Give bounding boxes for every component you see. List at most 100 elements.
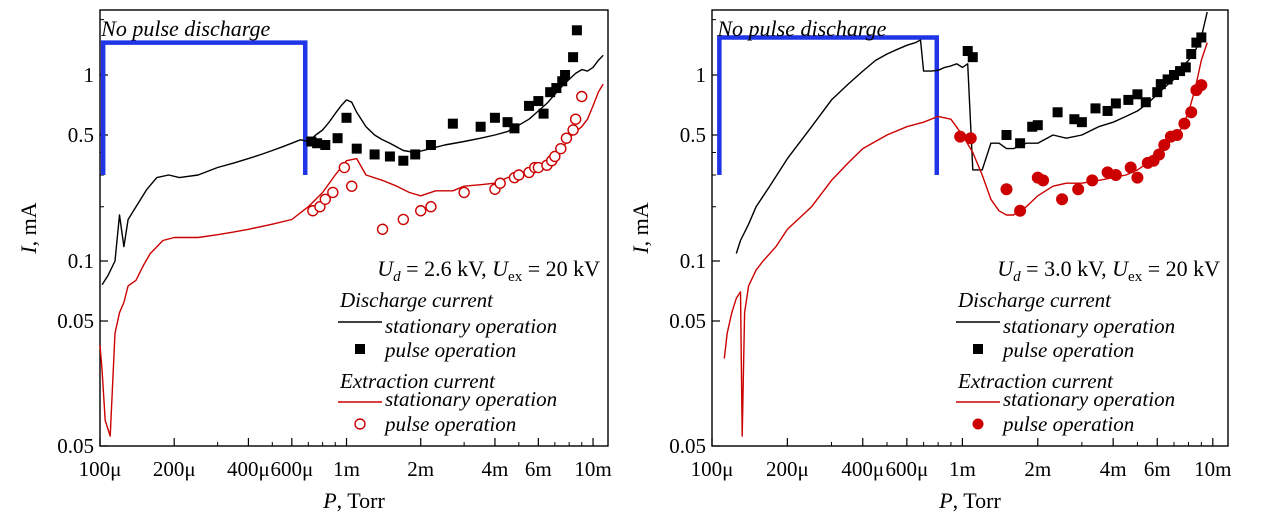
extraction-pulse-point: [1178, 117, 1191, 130]
discharge-pulse-point: [1032, 120, 1043, 131]
y-tick-label: 0.05: [669, 434, 706, 458]
x-axis-label: P, Torr: [322, 488, 385, 513]
no-pulse-bracket: [717, 35, 940, 175]
ud-symbol: U: [997, 256, 1015, 281]
discharge-pulse-point: [1152, 87, 1163, 98]
uex-subscript: ex: [508, 269, 523, 285]
discharge-pulse-point: [1102, 105, 1113, 116]
extraction-pulse-point: [1072, 183, 1085, 196]
y-axis-variable: I: [16, 245, 41, 255]
left-chart-panel: 0.05 0.05 0.1 0.5 1 100μ 200μ 400μ 600μ 1m 2m 4m 6m 1…: [16, 9, 612, 513]
uex-value: = 20 kV: [522, 256, 600, 281]
extraction-pulse-point: [1158, 139, 1171, 152]
extraction-pulse-point: [1153, 148, 1166, 161]
ud-symbol: U: [377, 256, 395, 281]
discharge-pulse-point: [369, 149, 380, 160]
discharge-pulse-point: [410, 149, 421, 160]
uex-symbol: U: [492, 256, 510, 281]
y-axis-unit: , mA: [628, 202, 653, 246]
discharge-pulse-point: [332, 133, 343, 144]
x-tick-label: 10m: [1194, 457, 1231, 481]
x-axis-variable: P: [322, 488, 336, 513]
x-tick-label: 2m: [407, 457, 434, 481]
extraction-pulse-point: [1000, 183, 1013, 196]
y-axis-unit: , mA: [16, 202, 41, 246]
legend-discharge-marker: [973, 344, 983, 354]
discharge-pulse-point: [1132, 89, 1143, 100]
extraction-pulse-point: [1124, 161, 1137, 174]
legend-extraction-stationary: stationary operation: [1003, 387, 1175, 411]
legend-discharge-marker: [355, 344, 365, 354]
discharge-pulse-point: [560, 70, 571, 80]
y-tick-label: 1: [84, 63, 95, 87]
x-axis-label: P, Torr: [938, 488, 1001, 513]
extraction-pulse-point: [425, 201, 437, 213]
x-tick-label: 200μ: [766, 457, 809, 481]
extraction-pulse-point: [555, 142, 567, 155]
no-pulse-label: No pulse discharge: [716, 16, 886, 41]
extraction-pulse-point: [560, 132, 573, 144]
discharge-pulse-point: [1196, 32, 1207, 43]
x-tick-label: 400μ: [227, 457, 270, 481]
discharge-pulse-point: [1191, 37, 1202, 48]
discharge-pulse-point: [1090, 103, 1101, 114]
discharge-pulse-point: [447, 118, 458, 129]
ud-value: = 2.6 kV,: [401, 256, 492, 281]
y-tick-label: 0.5: [68, 123, 94, 147]
plot-frame: [711, 9, 1229, 447]
y-tick-label: 1: [696, 63, 707, 87]
extraction-pulse-point: [327, 186, 339, 199]
discharge-pulse-point: [545, 87, 556, 98]
y-tick-label: 0.05: [57, 434, 94, 458]
legend-discharge-stationary: stationary operation: [1003, 314, 1175, 338]
y-tick-label: 0.05: [669, 309, 706, 333]
discharge-pulse-point: [306, 136, 317, 147]
no-pulse-bracket: [100, 40, 308, 175]
extraction-pulse-point: [338, 161, 351, 174]
extraction-pulse-point: [397, 213, 410, 226]
x-tick-label: 600μ: [270, 457, 313, 481]
y-axis-variable: I: [628, 245, 653, 255]
y-tick-label: 0.1: [68, 249, 94, 273]
legend-extraction-marker: [972, 418, 984, 430]
x-tick-label: 10m: [574, 457, 611, 481]
x-tick-label: 4m: [482, 457, 509, 481]
discharge-pulse-point: [502, 117, 513, 128]
discharge-pulse-point: [489, 112, 500, 123]
discharge-pulse-point: [1015, 138, 1026, 149]
discharge-pulse-point: [1162, 74, 1173, 85]
y-tick-label: 0.05: [57, 309, 94, 333]
plot-frame: [99, 9, 609, 447]
legend-group-extraction: Extraction current: [339, 369, 496, 393]
legend-discharge-pulse: pulse operation: [1001, 338, 1134, 362]
x-axis-unit: , Torr: [953, 488, 1002, 513]
x-tick-label: 6m: [525, 457, 552, 481]
legend-extraction-pulse: pulse operation: [1001, 412, 1134, 436]
extraction-pulse-point: [376, 223, 389, 235]
x-tick-label: 6m: [1144, 457, 1171, 481]
ud-subscript: d: [393, 269, 401, 285]
discharge-pulse-point: [425, 140, 436, 151]
discharge-pulse-point: [1110, 98, 1121, 109]
extraction-pulse-point: [1131, 171, 1144, 184]
y-axis-label: I, mA: [16, 202, 41, 254]
condition-label: Ud = 3.0 kV, Uex = 20 kV: [997, 256, 1220, 285]
ud-subscript: d: [1013, 269, 1021, 285]
extraction-pulse-point: [1171, 129, 1184, 141]
discharge-pulse-point: [1175, 66, 1186, 77]
x-tick-label: 400μ: [841, 457, 884, 481]
extraction-pulse-point: [1185, 106, 1198, 119]
condition-label: Ud = 2.6 kV, Uex = 20 kV: [377, 256, 600, 285]
x-axis-variable: P: [938, 488, 952, 513]
discharge-pulse-point: [1140, 97, 1151, 108]
y-axis-label: I, mA: [628, 202, 653, 254]
discharge-pulse-point: [1069, 114, 1080, 125]
uex-subscript: ex: [1128, 269, 1143, 285]
x-tick-label: 200μ: [153, 457, 196, 481]
extraction-pulse-point: [513, 169, 525, 181]
legend-discharge-pulse: pulse operation: [383, 338, 516, 362]
discharge-pulse-point: [568, 52, 579, 63]
discharge-pulse-point: [967, 52, 978, 63]
legend-extraction-pulse: pulse operation: [383, 412, 516, 436]
